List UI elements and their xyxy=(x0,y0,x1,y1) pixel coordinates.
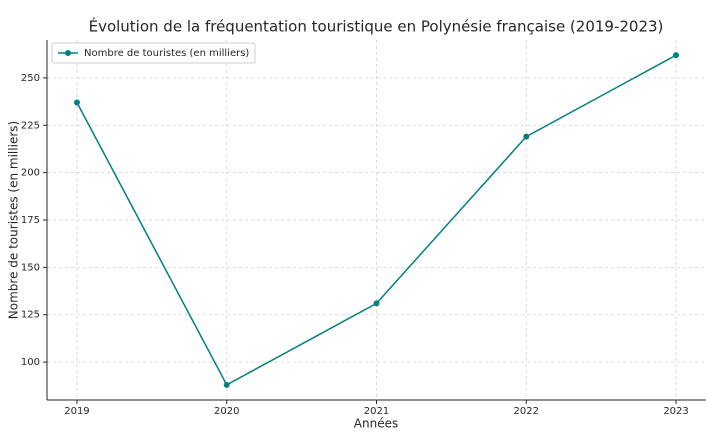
x-tick-label: 2020 xyxy=(214,406,239,417)
x-tick-label: 2023 xyxy=(663,406,688,417)
y-tick-label: 175 xyxy=(21,215,40,226)
point xyxy=(373,300,380,307)
x-axis-label: Années xyxy=(354,417,398,431)
legend-box xyxy=(51,42,256,64)
point xyxy=(673,52,680,59)
y-tick-label: 150 xyxy=(21,262,40,273)
y-tick-label: 225 xyxy=(21,120,40,131)
point xyxy=(523,133,530,140)
y-axis-label: Nombre de touristes (en milliers) xyxy=(7,121,21,319)
point xyxy=(223,381,230,388)
y-tick-label: 250 xyxy=(21,73,40,84)
point xyxy=(73,99,80,106)
y-tick-label: 125 xyxy=(21,310,40,321)
x-tick-label: 2019 xyxy=(64,406,89,417)
x-tick-label: 2022 xyxy=(514,406,539,417)
chart-title: Évolution de la fréquentation touristiqu… xyxy=(89,17,664,36)
x-tick-label: 2021 xyxy=(364,406,389,417)
legend-label: Nombre de touristes (en milliers) xyxy=(84,48,249,59)
legend-marker xyxy=(65,50,71,56)
y-tick-label: 200 xyxy=(21,168,40,179)
legend: Nombre de touristes (en milliers) xyxy=(51,42,256,64)
y-tick-label: 100 xyxy=(21,357,40,368)
